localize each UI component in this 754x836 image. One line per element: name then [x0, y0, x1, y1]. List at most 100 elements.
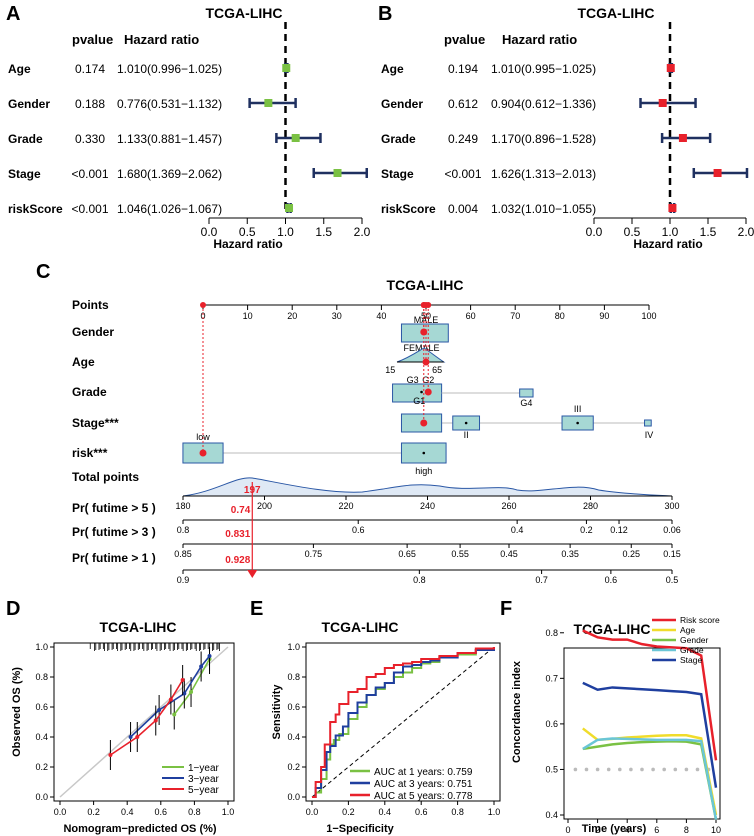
concordance-legend-label: Grade — [680, 645, 704, 655]
nomogram-selected-point — [422, 358, 430, 366]
forest-hr-marker — [264, 99, 273, 107]
concordance-reference-dot — [573, 767, 578, 772]
calibration-point — [153, 718, 158, 723]
forest-row-pvalue: <0.001 — [71, 202, 108, 216]
nomogram-probability-tick-label: 0.75 — [305, 549, 323, 559]
nomogram-probability-label: Pr( futime > 5 ) — [72, 501, 156, 515]
nomogram-probability-tick-label: 0.15 — [663, 549, 681, 559]
forest-row-pvalue: 0.249 — [448, 132, 478, 146]
nomogram-stage-level: II — [464, 430, 469, 440]
forest-a-hr-header: Hazard ratio — [124, 32, 199, 47]
calibration-x-tick-label: 0.2 — [87, 807, 100, 817]
concordance-series-line — [582, 739, 718, 820]
nomogram-probability-tick-label: 0.25 — [622, 549, 640, 559]
calibration-x-tick-label: 1.0 — [222, 807, 235, 817]
nomogram-points-marker — [200, 302, 206, 308]
nomogram-probability-tick-label: 0.6 — [605, 575, 618, 585]
concordance-series-line — [582, 681, 718, 788]
forest-hr-marker — [713, 169, 722, 177]
nomogram-variable-label: risk*** — [72, 446, 108, 460]
nomogram-points-tick-label: 70 — [510, 311, 520, 321]
forest-x-tick-label: 0.5 — [624, 225, 641, 239]
forest-row-hr: 1.626(1.313−2.013) — [491, 167, 596, 181]
roc-x-tick-label: 0.8 — [451, 807, 464, 817]
nomogram-gender-level: MALE — [414, 315, 439, 325]
forest-hr-marker — [282, 64, 291, 72]
nomogram-total-label: Total points — [72, 470, 139, 484]
nomogram-points-tick-label: 60 — [466, 311, 476, 321]
concordance-legend-label: Stage — [680, 655, 702, 665]
forest-hr-marker — [291, 134, 300, 142]
forest-a-title: TCGA-LIHC — [206, 5, 283, 21]
roc-title: TCGA-LIHC — [322, 619, 399, 635]
nomogram-probability-tick-label: 0.9 — [177, 575, 190, 585]
forest-hr-marker — [668, 204, 677, 212]
nomogram-probability-tick-label: 0.8 — [177, 525, 190, 535]
forest-row-hr: 0.776(0.531−1.132) — [117, 97, 222, 111]
forest-row-label: Grade — [381, 132, 416, 146]
nomogram-variable-label: Stage*** — [72, 416, 119, 430]
nomogram-points-tick-label: 50 — [421, 311, 431, 321]
calibration-point — [157, 708, 162, 712]
nomogram-stage-level: III — [574, 404, 582, 414]
forest-row-label: riskScore — [381, 202, 436, 216]
nomogram-probability-tick-label: 0.55 — [451, 549, 469, 559]
nomogram-total-tick-label: 300 — [664, 501, 679, 511]
concordance-reference-dot — [673, 767, 678, 772]
nomogram-probability-tick-label: 0.2 — [580, 525, 593, 535]
nomogram-probability-value: 0.831 — [225, 529, 250, 540]
forest-row-pvalue: <0.001 — [444, 167, 481, 181]
forest-row-label: Stage — [8, 167, 41, 181]
concordance-reference-dot — [606, 767, 611, 772]
forest-row-hr: 1.032(1.010−1.055) — [491, 202, 596, 216]
forest-row-pvalue: <0.001 — [71, 167, 108, 181]
panel-letter-d: D — [6, 598, 20, 620]
nomogram-variable-label: Grade — [72, 385, 107, 399]
forest-x-tick-label: 1.5 — [315, 225, 332, 239]
concordance-reference-dot — [595, 767, 600, 772]
calibration-plot: TCGA-LIHC Nomogram−predicted OS (%) Obse… — [11, 619, 235, 835]
concordance-title: TCGA-LIHC — [574, 621, 651, 637]
nomogram-probability-tick-label: 0.7 — [535, 575, 548, 585]
forest-x-tick-label: 0.5 — [239, 225, 256, 239]
forest-row-label: Stage — [381, 167, 414, 181]
nomogram-total-tick-label: 260 — [501, 501, 516, 511]
nomogram-probability-tick-label: 0.8 — [413, 575, 426, 585]
calibration-y-tick-label: 1.0 — [35, 642, 48, 652]
forest-b-hr-header: Hazard ratio — [502, 32, 577, 47]
nomogram-selected-point — [199, 449, 207, 457]
forest-row-hr: 1.010(0.996−1.025) — [117, 62, 222, 76]
nomogram-probability-tick-label: 0.06 — [663, 525, 681, 535]
concordance-x-tick-label: 0 — [565, 825, 570, 835]
nomogram-probability-tick-label: 0.6 — [352, 525, 365, 535]
roc-x-tick-label: 0.0 — [306, 807, 319, 817]
roc-y-tick-label: 0.4 — [287, 732, 300, 742]
calibration-x-tick-label: 0.0 — [54, 807, 67, 817]
calibration-y-tick-label: 0.6 — [35, 702, 48, 712]
nomogram-grade-g4-box — [519, 388, 534, 398]
forest-hr-marker — [285, 204, 294, 212]
forest-row-pvalue: 0.174 — [75, 62, 105, 76]
forest-row-hr: 1.680(1.369−2.062) — [117, 167, 222, 181]
nomogram-points-tick-label: 20 — [287, 311, 297, 321]
roc-y-tick-label: 1.0 — [287, 642, 300, 652]
calibration-legend-label: 3−year — [188, 774, 220, 785]
panel-letter-a: A — [6, 3, 20, 25]
calibration-series-line — [130, 655, 211, 738]
forest-a-pvalue-header: pvalue — [72, 32, 113, 47]
calibration-x-tick-label: 0.6 — [155, 807, 168, 817]
calibration-x-tick-label: 0.8 — [188, 807, 201, 817]
nomogram-probability-tick-label: 0.4 — [511, 525, 524, 535]
nomogram-probability-label: Pr( futime > 1 ) — [72, 551, 156, 565]
nomogram-probability-tick-label: 0.35 — [561, 549, 579, 559]
forest-a-xlabel: Hazard ratio — [213, 237, 282, 251]
nomogram-total-tick-label: 240 — [420, 501, 435, 511]
forest-row-pvalue: 0.194 — [448, 62, 478, 76]
nomogram-age-label: 65 — [432, 365, 442, 375]
roc-x-tick-label: 0.4 — [379, 807, 392, 817]
concordance-frame — [563, 647, 721, 820]
calibration-point — [135, 735, 140, 739]
concordance-x-tick-label: 4 — [625, 825, 630, 835]
nomogram-level-dot — [464, 421, 468, 425]
nomogram-total-tick-label: 280 — [583, 501, 598, 511]
